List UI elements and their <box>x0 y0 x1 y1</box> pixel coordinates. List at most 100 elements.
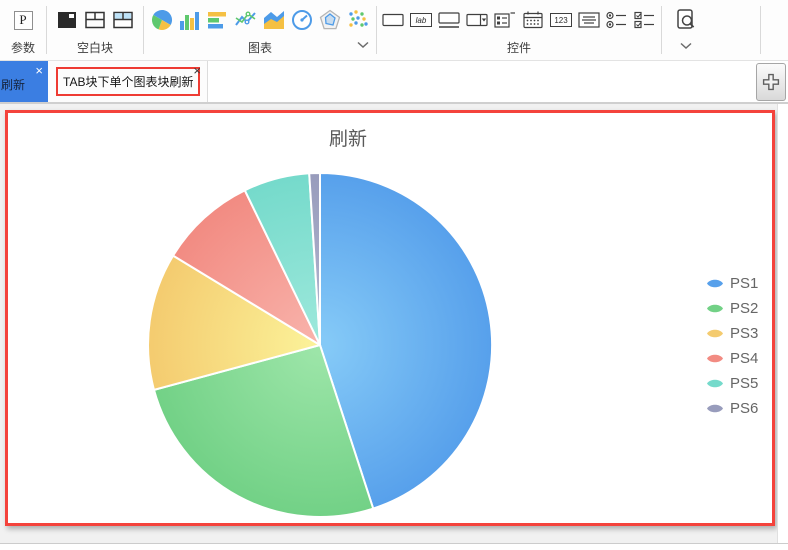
close-icon[interactable]: × <box>193 63 201 78</box>
legend-label: PS4 <box>730 350 759 367</box>
number-widget-icon: 123 <box>550 13 572 27</box>
new-tab-button[interactable] <box>756 62 786 101</box>
datepicker-widget-button[interactable] <box>520 7 546 33</box>
bottom-strip <box>0 543 788 550</box>
toolbar-group-label: 控件 <box>506 41 531 55</box>
pie-slice-ps4[interactable] <box>172 189 321 346</box>
toolbar-separator <box>376 6 377 54</box>
tab-label: 刷新 <box>1 78 26 92</box>
tab-refresh[interactable]: 刷新 × <box>0 61 48 102</box>
toolbar-group-blank-blocks: 空白块 <box>47 0 143 60</box>
legend-label: PS2 <box>730 300 759 317</box>
radar-chart-icon <box>319 9 341 30</box>
layout-block-icon <box>85 11 105 29</box>
pie-slice-ps1[interactable] <box>319 172 494 510</box>
close-icon[interactable]: × <box>35 63 43 78</box>
right-scroll-strip[interactable] <box>777 104 788 543</box>
legend-label: PS3 <box>730 325 759 342</box>
dropdown-widget-button[interactable] <box>464 7 490 33</box>
bar-chart-icon <box>208 12 226 29</box>
toolbar-group-widgets: lab <box>377 0 661 60</box>
legend-label: PS5 <box>730 375 759 392</box>
label-widget-button[interactable]: lab <box>408 7 434 33</box>
pie-chart-button[interactable] <box>149 7 175 33</box>
textarea-widget-button[interactable] <box>436 7 462 33</box>
column-chart-icon <box>180 12 199 30</box>
chevron-down-icon <box>680 42 692 50</box>
legend-marker-icon <box>707 304 723 313</box>
legend-marker-icon <box>707 279 723 288</box>
chart-title: 刷新 <box>328 129 368 150</box>
line-chart-icon <box>235 11 256 26</box>
line-chart-button[interactable] <box>233 7 259 33</box>
toolbar-group-params: P 参数 <box>0 0 46 60</box>
column-chart-button[interactable] <box>177 7 203 33</box>
toolbar-separator <box>760 6 761 54</box>
query-preview-button[interactable] <box>673 7 699 33</box>
gauge-chart-button[interactable] <box>289 7 315 33</box>
widgets-expand-button[interactable] <box>680 37 692 55</box>
toolbar-group-charts: 图表 <box>144 0 376 60</box>
tab-label: TAB块下单个图表块刷新 <box>63 75 194 89</box>
toolbar-separator <box>46 6 47 54</box>
chart-block-annotation[interactable]: 刷新 PS1 PS2 PS3 PS4 PS5 PS6 <box>5 110 775 526</box>
report-block-icon <box>58 12 76 28</box>
gauge-chart-icon <box>292 10 312 30</box>
pie-slice-ps6[interactable] <box>308 171 321 346</box>
tree-widget-icon <box>494 12 515 28</box>
report-block-button[interactable] <box>54 7 80 33</box>
legend-label: PS1 <box>730 275 759 292</box>
chevron-down-icon <box>357 41 369 49</box>
textfield-icon <box>382 13 404 27</box>
toolbar-group-label: 空白块 <box>76 41 113 55</box>
toolbar-separator <box>143 6 144 54</box>
tab-chart-block-refresh[interactable]: TAB块下单个图表块刷新 × <box>48 61 208 102</box>
parameter-pane-button[interactable]: P <box>10 7 36 33</box>
scatter-chart-button[interactable] <box>345 7 371 33</box>
pie-chart[interactable] <box>8 113 772 523</box>
legend-item-ps3[interactable]: PS3 <box>707 321 758 346</box>
tree-widget-button[interactable] <box>492 7 518 33</box>
toolbar-group-label: 参数 <box>10 41 35 55</box>
document-search-icon <box>677 9 695 29</box>
textarea-icon <box>438 12 460 28</box>
radio-group-icon <box>606 11 626 29</box>
toolbar-separator <box>661 6 662 54</box>
layout-block-button[interactable] <box>82 7 108 33</box>
label-widget-icon: lab <box>410 13 432 27</box>
richtext-widget-button[interactable] <box>576 7 602 33</box>
chart-legend: PS1 PS2 PS3 PS4 PS5 PS6 <box>707 271 758 421</box>
charts-expand-button[interactable] <box>357 36 369 54</box>
checkbox-group-widget-button[interactable] <box>632 7 658 33</box>
legend-item-ps1[interactable]: PS1 <box>707 271 758 296</box>
pie-slice-ps2[interactable] <box>153 344 375 519</box>
bar-chart-button[interactable] <box>205 7 231 33</box>
legend-item-ps6[interactable]: PS6 <box>707 396 758 421</box>
area-chart-icon <box>264 11 284 29</box>
legend-marker-icon <box>707 329 723 338</box>
plus-icon <box>762 73 780 90</box>
number-widget-button[interactable]: 123 <box>548 7 574 33</box>
legend-item-ps4[interactable]: PS4 <box>707 346 758 371</box>
parameter-icon: P <box>13 10 33 30</box>
radar-chart-button[interactable] <box>317 7 343 33</box>
legend-marker-icon <box>707 404 723 413</box>
textfield-widget-button[interactable] <box>380 7 406 33</box>
pie-slice-ps3[interactable] <box>147 254 321 391</box>
richtext-icon <box>578 12 600 28</box>
legend-marker-icon <box>707 379 723 388</box>
tab-block-button[interactable] <box>110 7 136 33</box>
checkbox-group-icon <box>634 11 654 29</box>
toolbar-group-query <box>662 0 760 60</box>
area-chart-button[interactable] <box>261 7 287 33</box>
dropdown-icon <box>466 13 488 27</box>
legend-item-ps2[interactable]: PS2 <box>707 296 758 321</box>
radio-group-widget-button[interactable] <box>604 7 630 33</box>
legend-label: PS6 <box>730 400 759 417</box>
tab-bar: 刷新 × TAB块下单个图表块刷新 × <box>0 61 788 104</box>
tab-block-icon <box>113 11 133 29</box>
legend-item-ps5[interactable]: PS5 <box>707 371 758 396</box>
scatter-chart-icon <box>349 10 368 27</box>
toolbar: P 参数 <box>0 0 788 61</box>
calendar-icon <box>523 11 543 29</box>
